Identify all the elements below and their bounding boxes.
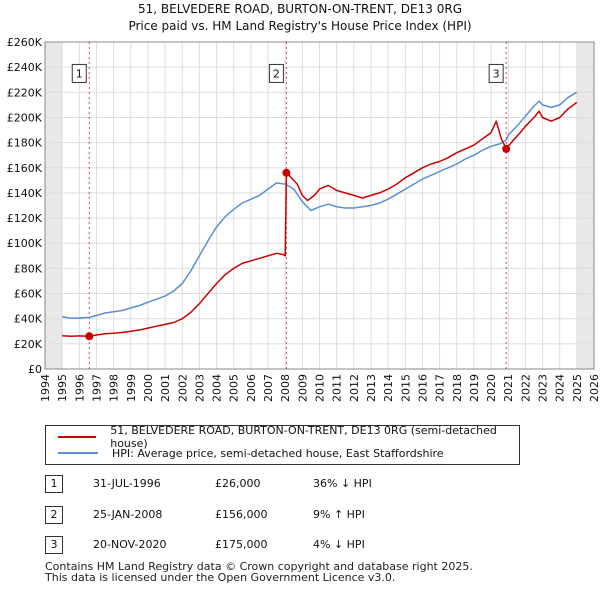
legend: 51, BELVEDERE ROAD, BURTON-ON-TRENT, DE1… — [45, 424, 520, 465]
sale-row: 2 25-JAN-2008 £156,000 9% ↑ HPI — [45, 506, 445, 524]
x-tick-label: 2011 — [331, 374, 344, 402]
x-tick-label: 2012 — [348, 374, 361, 402]
legend-label-hpi: HPI: Average price, semi-detached house,… — [112, 446, 444, 460]
x-tick-label: 2016 — [416, 374, 429, 402]
sale-hpi-diff: 4% ↓ HPI — [313, 538, 365, 551]
y-tick-label: £0 — [28, 363, 42, 376]
sale-marker-box — [71, 63, 87, 83]
y-tick-label: £80K — [14, 262, 43, 275]
footer-copyright: Contains HM Land Registry data © Crown c… — [45, 560, 473, 573]
x-tick-label: 2015 — [399, 374, 412, 402]
y-tick-label: £120K — [7, 212, 43, 225]
y-tick-label: £260K — [7, 36, 43, 49]
y-tick-label: £180K — [7, 137, 43, 150]
sale-number: 2 — [45, 506, 63, 524]
x-tick-label: 2017 — [434, 374, 447, 402]
y-tick-label: £160K — [7, 162, 43, 175]
x-tick-label: 2013 — [365, 374, 378, 402]
y-tick-label: £200K — [7, 111, 43, 124]
shaded-region — [576, 42, 594, 369]
x-tick-label: 1994 — [39, 374, 52, 402]
legend-line-property — [58, 436, 97, 438]
sale-point — [85, 332, 94, 341]
x-tick-label: 2018 — [451, 374, 464, 402]
sale-marker-label: 2 — [273, 67, 280, 80]
y-tick-label: £60K — [14, 288, 43, 301]
x-tick-label: 2022 — [519, 374, 532, 402]
legend-item-hpi: HPI: Average price, semi-detached house,… — [46, 445, 444, 461]
sale-marker-box — [488, 63, 504, 83]
x-tick-label: 2025 — [571, 374, 584, 402]
sale-point — [502, 144, 511, 153]
shaded-region — [45, 42, 63, 369]
x-tick-label: 2007 — [262, 374, 275, 402]
footer: Contains HM Land Registry data © Crown c… — [45, 561, 473, 583]
sale-date: 20-NOV-2020 — [93, 538, 167, 551]
sale-row: 3 20-NOV-2020 £175,000 4% ↓ HPI — [45, 536, 445, 554]
chart-title-line1: 51, BELVEDERE ROAD, BURTON-ON-TRENT, DE1… — [138, 2, 462, 16]
x-tick-label: 2009 — [296, 374, 309, 402]
price-chart: £0 £20K £40K £60K £80K £100K £120K £140K £160K £1… — [7, 36, 600, 402]
sale-point — [282, 168, 291, 177]
x-tick-label: 2000 — [142, 374, 155, 402]
sale-price: £26,000 — [215, 477, 261, 490]
chart-title-line2: Price paid vs. HM Land Registry's House … — [128, 19, 472, 33]
sale-date: 25-JAN-2008 — [93, 508, 163, 521]
legend-item-property: 51, BELVEDERE ROAD, BURTON-ON-TRENT, DE1… — [46, 424, 519, 450]
y-tick-label: £40K — [14, 313, 43, 326]
footer-licence: This data is licensed under the Open Gov… — [45, 571, 396, 584]
x-tick-label: 2020 — [485, 374, 498, 402]
x-tick-label: 2026 — [588, 374, 600, 402]
y-tick-label: £240K — [7, 61, 43, 74]
x-tick-label: 2001 — [159, 374, 172, 402]
x-tick-label: 2004 — [211, 374, 224, 402]
x-tick-label: 2023 — [537, 374, 550, 402]
sale-price: £156,000 — [215, 508, 268, 521]
sale-price: £175,000 — [215, 538, 268, 551]
plot-border — [44, 41, 595, 370]
legend-line-hpi — [58, 452, 98, 454]
sale-marker-label: 3 — [493, 67, 500, 80]
x-tick-label: 2008 — [279, 374, 292, 402]
x-tick-label: 1999 — [125, 374, 138, 402]
x-tick-label: 2024 — [554, 374, 567, 402]
y-tick-label: £220K — [7, 86, 43, 99]
x-tick-label: 1998 — [108, 374, 121, 402]
x-tick-label: 2021 — [502, 374, 515, 402]
x-tick-label: 2002 — [176, 374, 189, 402]
sale-hpi-diff: 9% ↑ HPI — [313, 508, 365, 521]
y-tick-label: £140K — [7, 187, 43, 200]
x-tick-label: 2010 — [314, 374, 327, 402]
x-tick-label: 2003 — [193, 374, 206, 402]
sale-marker-box — [268, 63, 284, 83]
sale-number: 3 — [45, 536, 63, 554]
sale-hpi-diff: 36% ↓ HPI — [313, 477, 372, 490]
y-tick-label: £20K — [14, 338, 43, 351]
legend-label-property: 51, BELVEDERE ROAD, BURTON-ON-TRENT, DE1… — [110, 424, 497, 450]
y-tick-label: £100K — [7, 237, 43, 250]
sale-row: 1 31-JUL-1996 £26,000 36% ↓ HPI — [45, 475, 445, 493]
sale-number: 1 — [45, 475, 63, 493]
x-tick-label: 1995 — [56, 374, 69, 402]
x-tick-label: 2005 — [228, 374, 241, 402]
x-tick-label: 2014 — [382, 374, 395, 402]
sale-marker-label: 1 — [76, 67, 83, 80]
x-tick-label: 1997 — [90, 374, 103, 402]
sale-date: 31-JUL-1996 — [93, 477, 161, 490]
x-tick-label: 2019 — [468, 374, 481, 402]
x-tick-label: 2006 — [245, 374, 258, 402]
series-line-hpi — [62, 91, 578, 319]
x-tick-label: 1996 — [73, 374, 86, 402]
